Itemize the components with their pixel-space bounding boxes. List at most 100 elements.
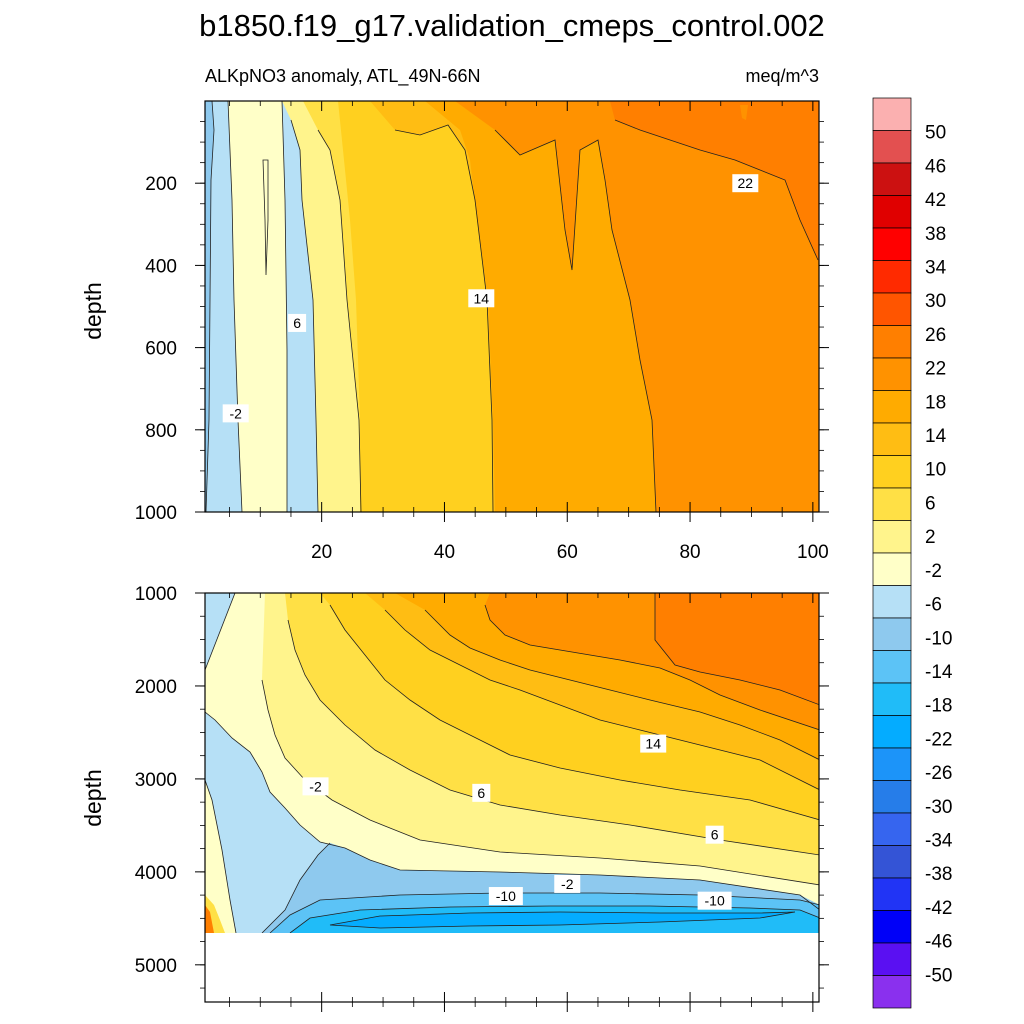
colorbar-label: 2 — [925, 527, 936, 548]
lower-contour-label-bg — [705, 825, 724, 844]
colorbar-label: -34 — [925, 830, 953, 851]
colorbar-swatch — [872, 552, 912, 586]
lower-contour-labels: 14 -2 6 6 -2 -10 -10 — [302, 734, 732, 910]
colorbar-label: -26 — [925, 763, 952, 784]
colorbar-swatch — [872, 455, 912, 489]
colorbar-swatch — [872, 390, 912, 424]
colorbar-swatch — [872, 585, 912, 619]
colorbar-swatch — [872, 942, 912, 976]
upper-y-tick-label: 600 — [145, 339, 177, 360]
colorbar-label: -14 — [925, 662, 953, 683]
lower-contour-label: -2 — [561, 876, 574, 892]
colorbar-swatch — [872, 357, 912, 391]
upper-contour-label-bg — [732, 174, 759, 193]
lower-contour-label-bg — [640, 734, 667, 753]
upper-x-tick-label: 40 — [434, 542, 455, 563]
upper-y-axis-title: depth — [80, 282, 106, 340]
colorbar-swatch — [872, 162, 912, 196]
variable-label: ALKpNO3 anomaly, ATL_49N-66N — [205, 66, 480, 87]
colorbar-swatch — [872, 682, 912, 716]
colorbar-swatch — [872, 97, 912, 131]
lower-y-tick-label: 5000 — [135, 956, 177, 977]
lower-contour-label: 6 — [711, 827, 719, 843]
lower-plot-frame — [204, 592, 820, 1003]
upper-contour-label: 14 — [474, 290, 490, 306]
upper-y-tick-label: 800 — [145, 421, 177, 442]
upper-axes: 20 40 60 80 100 200 400 600 800 1000 — [135, 101, 829, 563]
upper-contour-label-bg — [288, 313, 307, 332]
upper-x-tick-label: 80 — [679, 542, 700, 563]
upper-x-tick-label: 100 — [797, 542, 829, 563]
colorbar-label: 18 — [925, 392, 946, 413]
lower-contour-label: 14 — [645, 736, 661, 752]
upper-y-tick-label: 400 — [145, 256, 177, 277]
colorbar-label: -10 — [925, 628, 952, 649]
colorbar: 50 46 42 38 34 30 26 22 18 14 10 6 2 -2 -6 -10 -14 -18 -22… — [872, 97, 953, 1009]
colorbar-swatch — [872, 975, 912, 1009]
colorbar-label: 26 — [925, 325, 946, 346]
lower-y-tick-label: 3000 — [135, 770, 177, 791]
colorbar-swatch — [872, 910, 912, 944]
lower-y-tick-label: 2000 — [135, 677, 177, 698]
upper-y-tick-label: 200 — [145, 174, 177, 195]
colorbar-label: 34 — [925, 258, 947, 279]
colorbar-swatch — [872, 292, 912, 326]
lower-y-axis-title: depth — [80, 769, 106, 827]
upper-contour-fill — [205, 101, 819, 512]
lower-contour-label: 6 — [477, 785, 485, 801]
colorbar-swatch — [872, 617, 912, 651]
lower-axes: 1000 2000 3000 4000 5000 — [135, 584, 829, 1012]
colorbar-label: -30 — [925, 797, 952, 818]
upper-y-tick-label: 1000 — [135, 503, 177, 524]
lower-y-tick-label: 4000 — [135, 863, 177, 884]
colorbar-swatch — [872, 780, 912, 814]
colorbar-label: 50 — [925, 123, 946, 144]
upper-x-tick-label: 20 — [311, 542, 332, 563]
colorbar-label: 6 — [925, 493, 936, 514]
colorbar-label: 42 — [925, 190, 946, 211]
colorbar-swatch — [872, 812, 912, 846]
colorbar-label: 30 — [925, 291, 946, 312]
lower-contour-fill — [205, 593, 819, 933]
lower-y-tick-label: 1000 — [135, 584, 177, 605]
colorbar-label: -50 — [925, 965, 952, 986]
colorbar-swatch — [872, 747, 912, 781]
colorbar-swatch — [872, 845, 912, 879]
colorbar-label: 38 — [925, 224, 946, 245]
colorbar-swatch — [872, 877, 912, 911]
colorbar-label: -18 — [925, 696, 952, 717]
upper-contour-label: 6 — [293, 315, 301, 331]
colorbar-label: 46 — [925, 156, 946, 177]
colorbar-label: -6 — [925, 595, 942, 616]
lower-contour-label-bg — [472, 783, 491, 802]
upper-contour-label-bg — [468, 289, 495, 308]
colorbar-label: -38 — [925, 864, 952, 885]
upper-contour-label-bg — [222, 404, 249, 423]
colorbar-label: 14 — [925, 426, 947, 447]
lower-contour-label: -10 — [496, 888, 516, 904]
colorbar-swatch — [872, 422, 912, 456]
colorbar-label: 22 — [925, 359, 946, 380]
upper-contour-label: 22 — [738, 175, 754, 191]
chart-title: b1850.f19_g17.validation_cmeps_control.0… — [199, 8, 825, 43]
colorbar-label: -2 — [925, 561, 942, 582]
colorbar-swatch — [872, 195, 912, 229]
lower-contour-label-bg — [488, 887, 523, 906]
upper-x-tick-label: 60 — [557, 542, 578, 563]
colorbar-label: -22 — [925, 729, 952, 750]
lower-contour-label-bg — [697, 891, 732, 910]
units-label: meq/m^3 — [746, 66, 819, 86]
lower-contour-label: -10 — [705, 893, 725, 909]
colorbar-label: 10 — [925, 460, 946, 481]
colorbar-swatch — [872, 130, 912, 164]
colorbar-swatch — [872, 650, 912, 684]
colorbar-swatch — [872, 325, 912, 359]
colorbar-label: -46 — [925, 932, 952, 953]
colorbar-swatch — [872, 520, 912, 554]
colorbar-swatch — [872, 487, 912, 521]
lower-contour-label-bg — [302, 777, 329, 796]
upper-contour-labels: 22 14 6 -2 — [222, 174, 759, 423]
colorbar-label: -42 — [925, 898, 952, 919]
lower-contour-label-bg — [554, 874, 581, 893]
